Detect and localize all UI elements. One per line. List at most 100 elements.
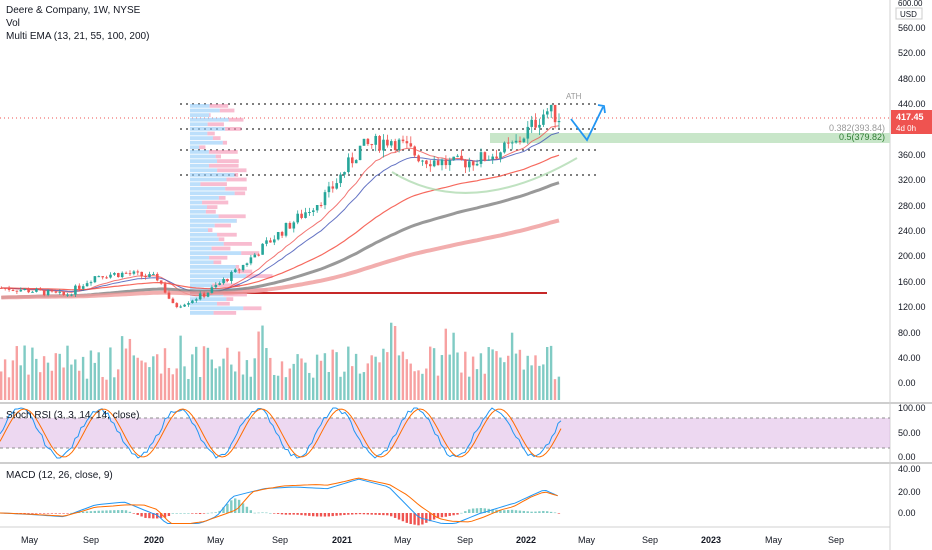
volume-bar <box>210 359 213 400</box>
volume-bar <box>288 368 291 400</box>
candle-body <box>140 271 143 277</box>
volume-bar <box>429 346 432 400</box>
volume-profile-down <box>217 159 239 163</box>
macd-histogram-bar <box>101 510 104 513</box>
candle-body <box>15 290 19 292</box>
candle-body <box>370 144 374 146</box>
macd-histogram-bar <box>312 513 315 517</box>
macd-histogram-bar <box>159 513 163 518</box>
candle-body <box>444 159 448 166</box>
macd-histogram-bar <box>292 513 295 515</box>
volume-bar <box>358 373 362 400</box>
macd-histogram-bar <box>187 513 190 514</box>
volume-bar <box>499 357 502 400</box>
volume-profile-up <box>190 159 218 163</box>
time-tick: May <box>765 535 783 545</box>
price-tick: 120.00 <box>898 302 926 312</box>
volume-profile <box>190 104 273 315</box>
volume-bar <box>202 346 206 400</box>
volume-profile-down <box>212 136 221 140</box>
volume-profile-up <box>190 200 203 205</box>
time-tick: Sep <box>83 535 99 545</box>
volume-profile-down <box>237 269 253 274</box>
volume-bar <box>74 359 77 400</box>
candle-body <box>436 160 440 166</box>
volume-bar <box>495 351 498 400</box>
volume-profile-down <box>215 154 221 159</box>
candle-body <box>214 284 218 288</box>
candle-body <box>195 299 198 301</box>
volume-profile-down <box>226 297 234 301</box>
stoch-k-line <box>0 407 562 459</box>
volume-profile-down <box>207 228 213 232</box>
volume-profile-up <box>190 232 218 237</box>
macd-histogram-bar <box>85 511 89 513</box>
time-tick: 2023 <box>701 535 721 545</box>
volume-bar <box>230 364 233 400</box>
volume-bar <box>471 356 475 400</box>
volume-bar <box>214 368 217 400</box>
macd-histogram-bar <box>42 513 46 514</box>
volume-bar <box>308 372 311 400</box>
candle-body <box>331 186 335 189</box>
macd-histogram-bar <box>249 510 252 513</box>
candle-body <box>58 291 62 293</box>
candle-body <box>136 271 140 273</box>
macd-histogram-bar <box>425 513 428 523</box>
macd-histogram-bar <box>222 507 225 513</box>
volume-bar <box>542 364 545 400</box>
currency-label: USD <box>900 10 917 19</box>
price-tick: 520.00 <box>898 48 926 58</box>
macd-histogram-bar <box>358 513 362 515</box>
candle-body <box>339 174 342 184</box>
currency-box[interactable] <box>895 7 923 20</box>
candle-body <box>456 155 459 157</box>
macd-label: MACD (12, 26, close, 9) <box>6 470 113 481</box>
candle-body <box>54 291 58 293</box>
volume-bar <box>440 355 444 400</box>
volume-bar <box>148 367 151 400</box>
time-axis[interactable]: May Sep 2020 May Sep 2021 May Sep 2022 M… <box>21 535 844 545</box>
volume-bar <box>167 367 171 400</box>
macd-histogram-bar <box>218 510 221 513</box>
macd-histogram-bar <box>362 513 366 515</box>
volume-bar <box>546 346 549 400</box>
volume-bar <box>479 353 483 400</box>
macd-histogram-bar <box>273 513 276 514</box>
candle-body <box>241 264 245 271</box>
macd-histogram-bar <box>66 513 69 514</box>
volume-bar <box>510 332 514 400</box>
volume-profile-down <box>225 186 247 191</box>
time-tick: Sep <box>828 535 844 545</box>
candle-body <box>534 119 537 128</box>
price-axis[interactable]: 600.00 USD 560.00 520.00 480.00 440.00 3… <box>891 0 932 518</box>
volume-profile-up <box>190 242 224 246</box>
macd-histogram-bar <box>226 503 229 513</box>
macd-histogram-bar <box>198 513 202 515</box>
macd-histogram-bar <box>507 510 510 513</box>
candle-body <box>89 282 93 284</box>
volume-profile-up <box>190 228 208 232</box>
volume-profile-down <box>226 177 247 182</box>
candle-body <box>393 141 397 150</box>
macd-tick: 20.00 <box>898 487 921 497</box>
candle-body <box>101 276 104 278</box>
volume-bar <box>97 352 100 400</box>
volume-bar <box>296 354 299 400</box>
macd-histogram-bar <box>542 510 545 513</box>
volume-bar <box>93 362 96 400</box>
macd-histogram-bar <box>296 513 299 515</box>
volume-profile-down <box>205 209 216 214</box>
volume-profile-down <box>218 196 226 200</box>
candle-body <box>3 287 7 289</box>
volume-bar <box>89 350 93 400</box>
macd-histogram-bar <box>152 513 155 519</box>
macd-histogram-bar <box>253 512 256 514</box>
volume-bar <box>507 355 510 400</box>
macd-histogram-bar <box>409 513 412 525</box>
volume-bar <box>105 379 108 400</box>
volume-bar <box>179 335 182 400</box>
macd-histogram-bar <box>175 513 178 514</box>
macd-pane <box>0 477 561 526</box>
volume-bar <box>331 349 334 400</box>
